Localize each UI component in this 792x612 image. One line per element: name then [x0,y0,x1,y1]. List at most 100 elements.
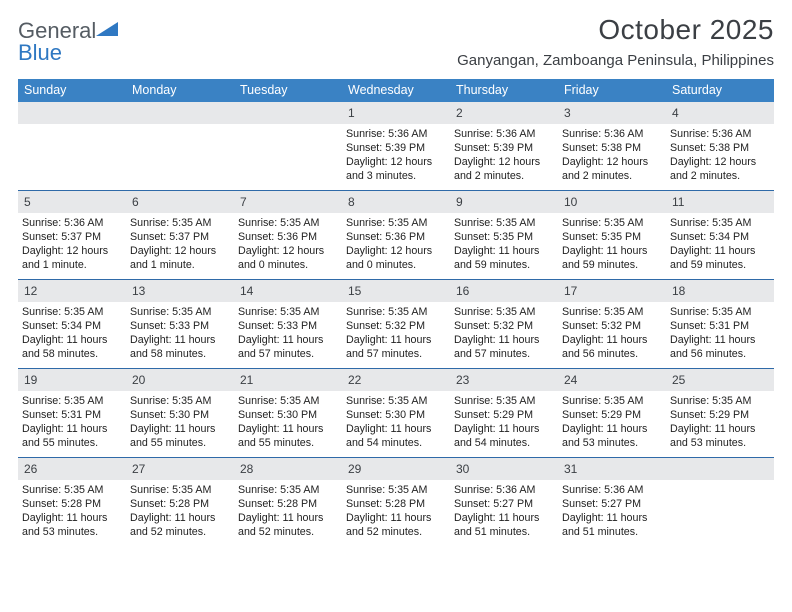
day-info: Sunrise: 5:35 AMSunset: 5:30 PMDaylight:… [130,394,230,451]
day-cell: 10 Sunrise: 5:35 AMSunset: 5:35 PMDayligh… [558,191,666,279]
sunrise-line: Sunrise: 5:35 AM [130,217,211,229]
brand-triangle-icon [96,22,118,38]
day-number-bar: 11 [666,191,774,213]
day-cell: 17Sunrise: 5:35 AMSunset: 5:32 PMDayligh… [558,280,666,368]
sunset-line: Sunset: 5:35 PM [454,231,533,243]
day-number-bar: 18 [666,280,774,302]
day-number-bar: 1 [342,102,450,124]
brand-text: General Blue [18,20,118,64]
day-number-bar [126,102,234,124]
day-number: 7 [240,195,247,209]
sunrise-line: Sunrise: 5:36 AM [670,128,751,140]
sunrise-line: Sunrise: 5:35 AM [238,484,319,496]
daylight-line: Daylight: 11 hours and 57 minutes. [454,334,539,360]
daylight-line: Daylight: 11 hours and 54 minutes. [454,423,539,449]
day-number-bar: 14 [234,280,342,302]
day-cell: 30Sunrise: 5:36 AMSunset: 5:27 PMDayligh… [450,458,558,546]
day-number: 4 [672,106,679,120]
day-number: 27 [132,462,145,476]
day-number-bar: 19 [18,369,126,391]
daylight-line: Daylight: 12 hours and 3 minutes. [346,156,432,182]
day-info: Sunrise: 5:35 AMSunset: 5:34 PMDaylight:… [670,216,770,273]
day-cell: 22Sunrise: 5:35 AMSunset: 5:30 PMDayligh… [342,369,450,457]
sunset-line: Sunset: 5:29 PM [562,409,641,421]
day-cell: 28Sunrise: 5:35 AMSunset: 5:28 PMDayligh… [234,458,342,546]
day-number: 1 [348,106,355,120]
day-number-bar: 7 [234,191,342,213]
day-info: Sunrise: 5:35 AMSunset: 5:28 PMDaylight:… [130,483,230,540]
day-info: Sunrise: 5:36 AMSunset: 5:38 PMDaylight:… [670,127,770,184]
sunset-line: Sunset: 5:28 PM [22,498,101,510]
day-info: Sunrise: 5:35 AMSunset: 5:29 PMDaylight:… [670,394,770,451]
sunset-line: Sunset: 5:28 PM [346,498,425,510]
day-cell: 16Sunrise: 5:35 AMSunset: 5:32 PMDayligh… [450,280,558,368]
sunset-line: Sunset: 5:33 PM [130,320,209,332]
day-number: 31 [564,462,577,476]
sunrise-line: Sunrise: 5:35 AM [670,395,751,407]
sunrise-line: Sunrise: 5:35 AM [238,306,319,318]
day-cell: 31Sunrise: 5:36 AMSunset: 5:27 PMDayligh… [558,458,666,546]
day-number-bar: 21 [234,369,342,391]
day-number-bar: 17 [558,280,666,302]
day-number-bar: 26 [18,458,126,480]
day-number-bar: 9 [450,191,558,213]
sunset-line: Sunset: 5:28 PM [130,498,209,510]
day-cell: 1Sunrise: 5:36 AMSunset: 5:39 PMDaylight… [342,102,450,190]
day-number: 13 [132,284,145,298]
dow-monday: Monday [126,79,234,102]
sunrise-line: Sunrise: 5:35 AM [454,217,535,229]
sunrise-line: Sunrise: 5:36 AM [454,128,535,140]
day-cell: 18Sunrise: 5:35 AMSunset: 5:31 PMDayligh… [666,280,774,368]
daylight-line: Daylight: 11 hours and 53 minutes. [562,423,647,449]
sunset-line: Sunset: 5:31 PM [22,409,101,421]
month-title: October 2025 [457,14,774,46]
day-number: 17 [564,284,577,298]
sunset-line: Sunset: 5:39 PM [454,142,533,154]
day-number-bar: 8 [342,191,450,213]
day-number: 10 [564,195,577,209]
day-number-bar [666,458,774,480]
sunset-line: Sunset: 5:32 PM [346,320,425,332]
day-info: Sunrise: 5:36 AMSunset: 5:37 PMDaylight:… [22,216,122,273]
brand-part2: Blue [18,40,62,65]
day-number: 19 [24,373,37,387]
daylight-line: Daylight: 11 hours and 58 minutes. [130,334,215,360]
daylight-line: Daylight: 12 hours and 1 minute. [22,245,108,271]
day-number: 8 [348,195,355,209]
day-cell: 13Sunrise: 5:35 AMSunset: 5:33 PMDayligh… [126,280,234,368]
dow-tuesday: Tuesday [234,79,342,102]
sunrise-line: Sunrise: 5:35 AM [670,306,751,318]
day-number-bar: 27 [126,458,234,480]
dow-wednesday: Wednesday [342,79,450,102]
sunset-line: Sunset: 5:36 PM [238,231,317,243]
dow-friday: Friday [558,79,666,102]
day-number-bar: 20 [126,369,234,391]
daylight-line: Daylight: 11 hours and 59 minutes. [562,245,647,271]
sunset-line: Sunset: 5:27 PM [454,498,533,510]
day-cell: 2 Sunrise: 5:36 AM Sunset: 5:39 PM Daylight… [450,102,558,190]
day-number: 23 [456,373,469,387]
sunset-line: Sunset: 5:30 PM [346,409,425,421]
daylight-line: Daylight: 12 hours and 2 minutes. [670,156,756,182]
day-number-bar: 4 [666,102,774,124]
day-cell: 21Sunrise: 5:35 AMSunset: 5:30 PMDayligh… [234,369,342,457]
daylight-line: Daylight: 12 hours and 2 minutes. [454,156,540,182]
day-number: 30 [456,462,469,476]
sunrise-line: Sunrise: 5:35 AM [130,395,211,407]
day-number-bar [18,102,126,124]
day-number [240,106,243,120]
daylight-line: Daylight: 12 hours and 1 minute. [130,245,216,271]
day-info: Sunrise: 5:35 AMSunset: 5:35 PMDaylight:… [562,216,662,273]
sunrise-line: Sunrise: 5:35 AM [238,395,319,407]
sunset-line: Sunset: 5:29 PM [454,409,533,421]
sunset-line: Sunset: 5:35 PM [562,231,641,243]
day-info: Sunrise: 5:35 AMSunset: 5:33 PMDaylight:… [238,305,338,362]
sunset-line: Sunset: 5:39 PM [346,142,425,154]
dow-sunday: Sunday [18,79,126,102]
location-subtitle: Ganyangan, Zamboanga Peninsula, Philippi… [457,52,774,69]
day-number: 2 [456,106,463,120]
empty-day-cell [666,458,774,546]
day-cell: 23Sunrise: 5:35 AMSunset: 5:29 PMDayligh… [450,369,558,457]
daylight-line: Daylight: 11 hours and 52 minutes. [346,512,431,538]
daylight-line: Daylight: 11 hours and 59 minutes. [670,245,755,271]
